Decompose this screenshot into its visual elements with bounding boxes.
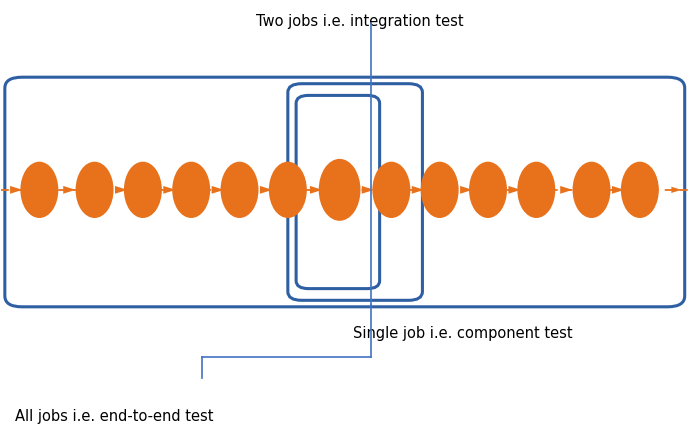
Polygon shape bbox=[211, 186, 224, 194]
Ellipse shape bbox=[20, 162, 58, 218]
Ellipse shape bbox=[173, 162, 210, 218]
Polygon shape bbox=[412, 186, 424, 194]
Polygon shape bbox=[63, 186, 76, 194]
Polygon shape bbox=[509, 186, 521, 194]
Text: Two jobs i.e. integration test: Two jobs i.e. integration test bbox=[256, 14, 464, 29]
Polygon shape bbox=[362, 186, 374, 194]
Polygon shape bbox=[10, 186, 22, 194]
Polygon shape bbox=[310, 186, 322, 194]
Text: All jobs i.e. end-to-end test: All jobs i.e. end-to-end test bbox=[15, 409, 213, 424]
Ellipse shape bbox=[220, 162, 258, 218]
Ellipse shape bbox=[124, 162, 162, 218]
Ellipse shape bbox=[421, 162, 459, 218]
Polygon shape bbox=[560, 186, 572, 194]
Polygon shape bbox=[260, 186, 272, 194]
Polygon shape bbox=[672, 187, 681, 193]
Polygon shape bbox=[612, 186, 624, 194]
Ellipse shape bbox=[372, 162, 410, 218]
Ellipse shape bbox=[469, 162, 507, 218]
Polygon shape bbox=[115, 186, 128, 194]
Ellipse shape bbox=[269, 162, 307, 218]
Ellipse shape bbox=[76, 162, 114, 218]
Polygon shape bbox=[460, 186, 473, 194]
Polygon shape bbox=[164, 186, 176, 194]
FancyBboxPatch shape bbox=[296, 95, 380, 289]
Ellipse shape bbox=[319, 159, 360, 221]
Ellipse shape bbox=[572, 162, 611, 218]
Ellipse shape bbox=[621, 162, 659, 218]
FancyBboxPatch shape bbox=[5, 77, 685, 307]
Text: Single job i.e. component test: Single job i.e. component test bbox=[353, 326, 573, 341]
Ellipse shape bbox=[518, 162, 555, 218]
FancyBboxPatch shape bbox=[288, 84, 423, 300]
